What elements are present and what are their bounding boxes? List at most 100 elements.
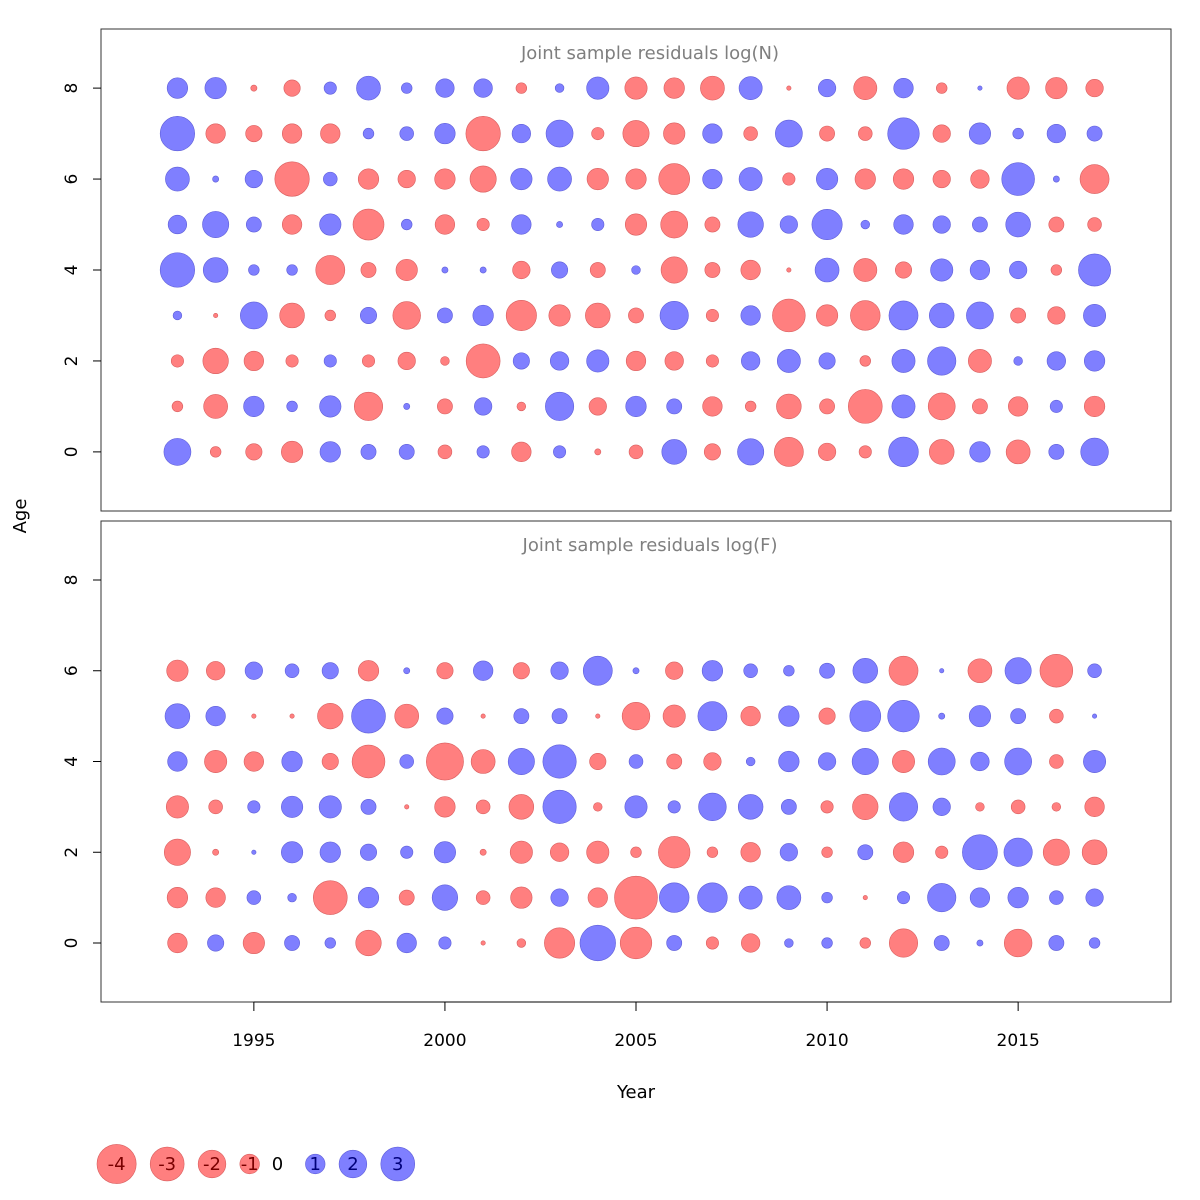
bubble (479, 848, 487, 856)
bubble (1006, 76, 1030, 100)
bubble (975, 802, 985, 812)
bubble (702, 396, 723, 417)
bubble (547, 166, 572, 192)
bubble (700, 75, 725, 101)
bubble (167, 751, 188, 772)
bubble (586, 349, 610, 373)
bubble (1049, 399, 1063, 413)
bubble (473, 78, 493, 98)
bubble (516, 401, 527, 412)
bubble (888, 655, 919, 686)
bubble (357, 168, 380, 190)
legend-label: -1 (241, 1154, 259, 1175)
bubble (549, 842, 570, 862)
bubble (480, 713, 486, 719)
bubble (1045, 77, 1068, 100)
bubble (1087, 217, 1102, 232)
bubble (821, 891, 833, 904)
legend-bubble (239, 1153, 260, 1175)
legend-bubble (305, 1153, 326, 1175)
bubble (625, 350, 647, 372)
bubble (888, 792, 918, 822)
bubble (554, 83, 565, 93)
bubble (786, 267, 792, 273)
bubble (776, 393, 802, 420)
bubble (245, 125, 263, 143)
bubble (159, 116, 195, 152)
x-tick-label: 2000 (423, 1031, 466, 1051)
bubble (1048, 443, 1065, 460)
bubble (579, 924, 616, 962)
bubble (281, 214, 303, 235)
bubbles (163, 654, 1108, 962)
bubble (660, 210, 689, 239)
bubble (586, 76, 610, 100)
bubble (582, 655, 613, 686)
bubble (743, 663, 758, 678)
bubble (888, 928, 918, 958)
bubble (1046, 351, 1066, 371)
bubbles (159, 75, 1111, 468)
bubble (549, 351, 570, 371)
bubble (550, 888, 569, 907)
bubble (968, 122, 991, 145)
bubble (622, 120, 650, 148)
bubble (435, 78, 455, 98)
bubble (205, 123, 226, 144)
bubble (927, 392, 956, 421)
bubble (619, 926, 653, 960)
bubble (244, 661, 263, 680)
bubble (744, 400, 757, 413)
bubble (250, 84, 258, 92)
bubble (251, 713, 257, 719)
bubble (426, 742, 464, 781)
y-tick-label: 2 (62, 356, 82, 367)
bubble (436, 707, 454, 725)
bubble (740, 706, 761, 727)
bubble (591, 218, 605, 232)
bubble (202, 347, 229, 375)
bubble (204, 750, 228, 773)
bubble (587, 887, 608, 908)
bubble (352, 208, 385, 241)
bubble (245, 443, 263, 461)
bubble (658, 836, 691, 869)
bubble (1004, 747, 1032, 776)
bubble (782, 172, 796, 186)
bubble (245, 216, 262, 233)
bubble (594, 448, 602, 456)
bubble (927, 747, 956, 776)
bubble (319, 841, 341, 863)
bubble (853, 258, 878, 282)
bubble (164, 703, 191, 729)
bubble (556, 221, 563, 228)
bubble (702, 168, 723, 190)
bubble (893, 78, 914, 99)
bubble (473, 660, 494, 681)
bubble (665, 661, 684, 680)
bubble (667, 800, 681, 814)
bubble (624, 795, 648, 819)
y-tick-label: 2 (62, 847, 82, 858)
bubble (515, 82, 528, 94)
bubble (887, 117, 920, 150)
bubble (474, 397, 493, 416)
bubble (927, 883, 957, 913)
bubble (624, 76, 648, 100)
y-tick-label: 6 (62, 665, 82, 676)
bubble (614, 875, 658, 920)
bubble (852, 793, 879, 820)
bubble (1004, 657, 1032, 685)
bubble (818, 752, 837, 771)
legend-bubble (338, 1149, 368, 1179)
bubble (320, 123, 341, 144)
bubble (740, 842, 761, 863)
bubble (743, 126, 758, 141)
bubble (1051, 802, 1062, 812)
bubble (475, 890, 491, 905)
bubble (1079, 164, 1110, 194)
bubble (1085, 79, 1104, 98)
bubble (776, 349, 801, 373)
bubble (850, 300, 881, 331)
bubble (206, 661, 226, 681)
